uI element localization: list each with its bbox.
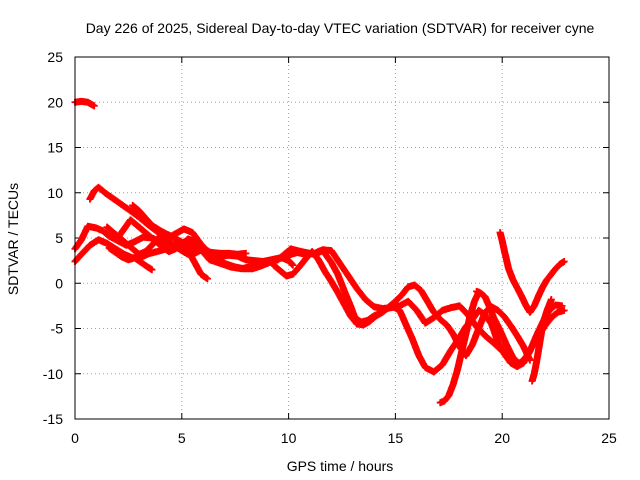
series-marker-trail (437, 289, 482, 406)
series-track-l (496, 229, 568, 316)
y-tick-label: 5 (55, 230, 63, 246)
axis-ticks: 0 5 10 15 20 25 -15 -10 -5 0 5 10 15 20 25 (43, 49, 617, 446)
y-tick-label: 20 (47, 94, 63, 110)
plot-area (71, 97, 568, 407)
x-tick-label: 5 (178, 430, 186, 446)
series-marker-trail (115, 217, 505, 354)
series-marker-trail (529, 297, 555, 384)
grid (75, 57, 609, 419)
series-track-i (270, 248, 534, 364)
x-tick-label: 15 (388, 430, 404, 446)
series-marker-trail (271, 249, 533, 363)
x-tick-label: 20 (494, 430, 510, 446)
series-track-h (105, 244, 156, 274)
plot-frame (74, 56, 610, 420)
series-marker-trail (496, 230, 567, 315)
series-marker-trail (106, 245, 155, 273)
chart-title: Day 226 of 2025, Sidereal Day-to-day VTE… (86, 20, 595, 36)
y-tick-label: 15 (47, 140, 63, 156)
y-tick-label: 0 (55, 275, 63, 291)
x-tick-label: 0 (71, 430, 79, 446)
x-tick-label: 25 (601, 430, 617, 446)
series-marker-trail (72, 98, 97, 109)
y-tick-label: -10 (43, 366, 63, 382)
series-track-m (528, 296, 555, 385)
y-axis-label: SDTVAR / TECUs (5, 183, 21, 295)
y-tick-label: 25 (47, 49, 63, 65)
series-track-a (71, 97, 98, 110)
series-marker-trail (130, 202, 197, 252)
x-axis-label: GPS time / hours (287, 458, 394, 474)
series-track-g (129, 201, 199, 253)
y-tick-label: -5 (51, 321, 64, 337)
x-tick-label: 10 (281, 430, 297, 446)
series-track-f (114, 216, 506, 355)
y-tick-label: 10 (47, 185, 63, 201)
y-tick-label: -15 (43, 411, 63, 427)
